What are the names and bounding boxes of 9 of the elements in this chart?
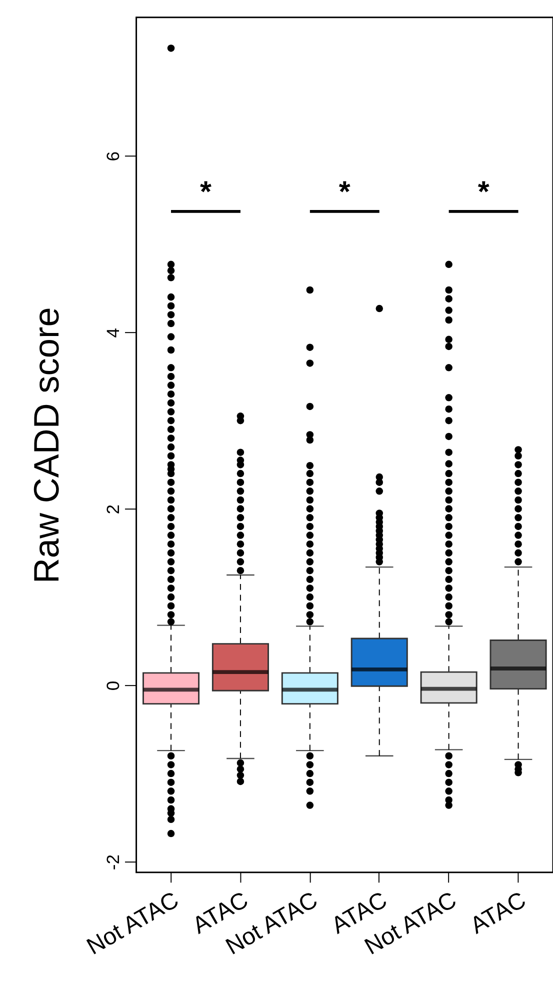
annotation: * — [338, 176, 351, 209]
y-tick-label: 4 — [103, 328, 124, 338]
annotation: * — [478, 176, 490, 209]
y-axis-title: Raw CADD score — [27, 307, 66, 584]
y-tick-label: 0 — [103, 680, 124, 691]
annotation: * — [200, 176, 212, 209]
y-tick-label: 2 — [103, 504, 124, 514]
y-tick-label: -2 — [103, 854, 124, 870]
y-tick-label: 6 — [103, 151, 124, 162]
